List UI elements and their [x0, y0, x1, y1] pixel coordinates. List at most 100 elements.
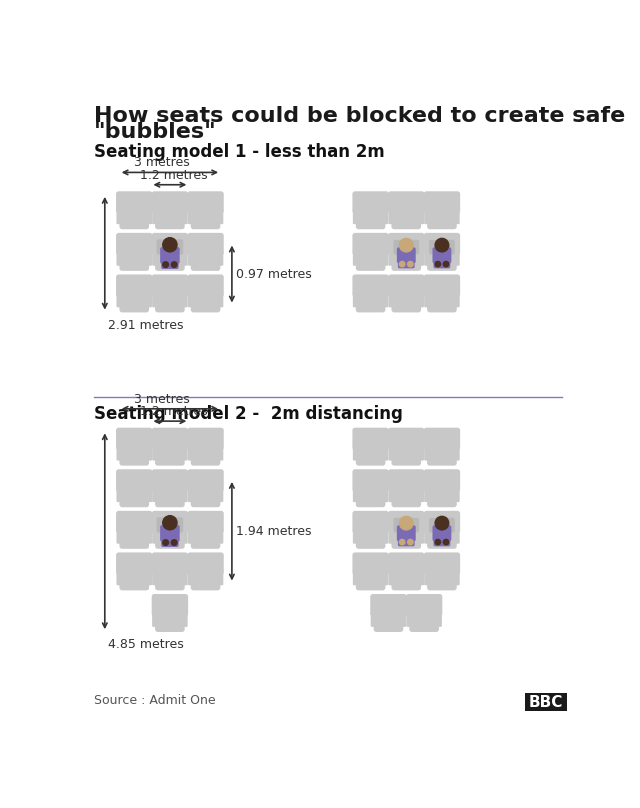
FancyBboxPatch shape	[152, 233, 188, 255]
FancyBboxPatch shape	[182, 446, 188, 461]
FancyBboxPatch shape	[356, 487, 385, 507]
FancyBboxPatch shape	[188, 251, 194, 266]
FancyBboxPatch shape	[191, 209, 220, 229]
FancyBboxPatch shape	[388, 529, 394, 544]
Circle shape	[172, 262, 177, 267]
FancyBboxPatch shape	[427, 528, 457, 549]
FancyBboxPatch shape	[388, 469, 424, 491]
FancyBboxPatch shape	[188, 529, 194, 544]
FancyBboxPatch shape	[188, 191, 224, 213]
Circle shape	[399, 238, 413, 252]
FancyBboxPatch shape	[182, 292, 188, 307]
FancyBboxPatch shape	[382, 251, 388, 266]
FancyBboxPatch shape	[398, 259, 415, 268]
FancyBboxPatch shape	[388, 275, 424, 297]
FancyBboxPatch shape	[388, 251, 394, 266]
FancyBboxPatch shape	[146, 529, 152, 544]
Circle shape	[163, 540, 168, 545]
FancyBboxPatch shape	[433, 537, 451, 546]
Circle shape	[163, 262, 168, 267]
FancyBboxPatch shape	[424, 487, 430, 502]
FancyBboxPatch shape	[433, 247, 451, 263]
Text: 0.97 metres: 0.97 metres	[236, 267, 312, 280]
FancyBboxPatch shape	[394, 518, 419, 532]
FancyBboxPatch shape	[418, 209, 424, 224]
FancyBboxPatch shape	[454, 487, 460, 502]
Circle shape	[444, 262, 449, 267]
FancyBboxPatch shape	[146, 446, 152, 461]
FancyBboxPatch shape	[120, 292, 149, 313]
FancyBboxPatch shape	[433, 525, 451, 541]
FancyBboxPatch shape	[116, 209, 122, 224]
FancyBboxPatch shape	[371, 612, 377, 627]
FancyBboxPatch shape	[191, 528, 220, 549]
Text: Seating model 1 - less than 2m: Seating model 1 - less than 2m	[94, 143, 385, 161]
FancyBboxPatch shape	[152, 446, 158, 461]
FancyBboxPatch shape	[424, 469, 460, 491]
FancyBboxPatch shape	[388, 553, 424, 574]
FancyBboxPatch shape	[418, 487, 424, 502]
Circle shape	[435, 238, 449, 252]
FancyBboxPatch shape	[374, 612, 403, 632]
FancyBboxPatch shape	[388, 233, 424, 255]
FancyBboxPatch shape	[410, 612, 439, 632]
FancyBboxPatch shape	[429, 240, 455, 255]
Circle shape	[163, 238, 177, 252]
FancyBboxPatch shape	[188, 487, 194, 502]
FancyBboxPatch shape	[427, 570, 457, 591]
FancyBboxPatch shape	[155, 612, 185, 632]
FancyBboxPatch shape	[152, 529, 158, 544]
FancyBboxPatch shape	[353, 209, 359, 224]
FancyBboxPatch shape	[353, 191, 389, 213]
FancyBboxPatch shape	[353, 233, 389, 255]
Text: 3 metres: 3 metres	[134, 393, 190, 406]
FancyBboxPatch shape	[424, 553, 460, 574]
FancyBboxPatch shape	[424, 251, 430, 266]
FancyBboxPatch shape	[392, 570, 421, 591]
Text: 2.91 metres: 2.91 metres	[108, 318, 184, 332]
FancyBboxPatch shape	[353, 427, 389, 450]
FancyBboxPatch shape	[116, 427, 152, 450]
FancyBboxPatch shape	[116, 570, 122, 585]
Circle shape	[435, 262, 440, 267]
FancyBboxPatch shape	[392, 209, 421, 229]
FancyBboxPatch shape	[397, 247, 416, 263]
FancyBboxPatch shape	[188, 570, 194, 585]
FancyBboxPatch shape	[454, 292, 460, 307]
FancyBboxPatch shape	[388, 191, 424, 213]
FancyBboxPatch shape	[182, 570, 188, 585]
FancyBboxPatch shape	[146, 487, 152, 502]
FancyBboxPatch shape	[188, 275, 224, 297]
FancyBboxPatch shape	[188, 209, 194, 224]
FancyBboxPatch shape	[388, 292, 394, 307]
FancyBboxPatch shape	[160, 525, 180, 541]
FancyBboxPatch shape	[116, 553, 152, 574]
FancyBboxPatch shape	[382, 446, 388, 461]
FancyBboxPatch shape	[146, 251, 152, 266]
Circle shape	[435, 540, 440, 545]
FancyBboxPatch shape	[424, 233, 460, 255]
FancyBboxPatch shape	[382, 570, 388, 585]
FancyBboxPatch shape	[116, 191, 152, 213]
FancyBboxPatch shape	[152, 594, 188, 617]
Circle shape	[408, 262, 413, 267]
FancyBboxPatch shape	[152, 612, 158, 627]
Text: BBC: BBC	[529, 695, 563, 709]
FancyBboxPatch shape	[218, 292, 223, 307]
Text: Source : Admit One: Source : Admit One	[94, 694, 216, 707]
FancyBboxPatch shape	[116, 233, 152, 255]
FancyBboxPatch shape	[160, 247, 180, 263]
FancyBboxPatch shape	[191, 292, 220, 313]
FancyBboxPatch shape	[424, 570, 430, 585]
FancyBboxPatch shape	[188, 553, 224, 574]
FancyBboxPatch shape	[454, 570, 460, 585]
Text: 1.2 metres: 1.2 metres	[140, 405, 207, 418]
Circle shape	[399, 540, 405, 545]
FancyBboxPatch shape	[353, 292, 359, 307]
FancyBboxPatch shape	[120, 528, 149, 549]
FancyBboxPatch shape	[427, 250, 457, 271]
FancyBboxPatch shape	[429, 518, 455, 532]
Text: 3 metres: 3 metres	[134, 156, 190, 170]
FancyBboxPatch shape	[427, 487, 457, 507]
FancyBboxPatch shape	[191, 487, 220, 507]
